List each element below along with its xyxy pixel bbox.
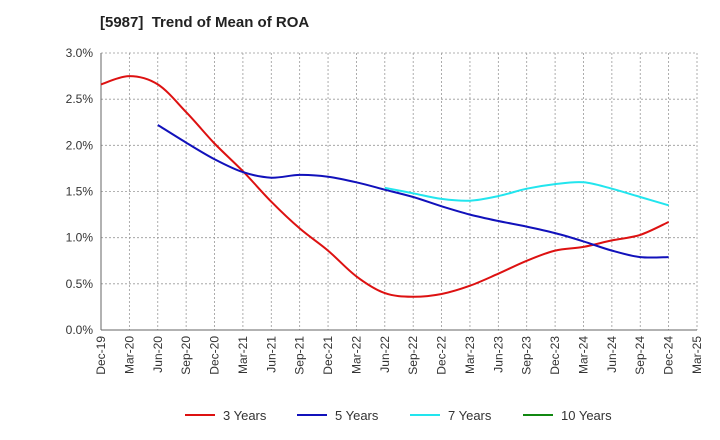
x-tick-label: Sep-22 [406, 336, 420, 375]
x-tick-label: Sep-24 [633, 336, 647, 375]
series-line-3-years [100, 75, 670, 298]
y-tick-label: 1.0% [66, 231, 94, 245]
x-tick-label: Dec-23 [548, 336, 562, 375]
y-tick-label: 0.0% [66, 323, 94, 337]
x-tick-label: Mar-22 [349, 336, 363, 374]
y-tick-label: 2.0% [66, 138, 94, 152]
series-line-7-years [384, 181, 669, 207]
x-tick-label: Jun-22 [378, 336, 392, 373]
x-tick-label: Sep-21 [293, 336, 307, 375]
chart-title: [5987] Trend of Mean of ROA [100, 14, 310, 31]
x-tick-label: Mar-20 [122, 336, 136, 374]
x-tick-label: Jun-20 [151, 336, 165, 373]
x-tick-label: Jun-24 [605, 336, 619, 373]
legend-label-7-years: 7 Years [448, 408, 492, 423]
x-tick-label: Jun-21 [264, 336, 278, 373]
x-tick-label: Dec-19 [94, 336, 108, 375]
x-tick-label: Dec-22 [435, 336, 449, 375]
series-line-5-years [157, 124, 669, 259]
y-tick-label: 2.5% [66, 92, 94, 106]
x-tick-label: Mar-21 [236, 336, 250, 374]
y-tick-label: 0.5% [66, 277, 94, 291]
x-tick-label: Mar-24 [576, 336, 590, 374]
x-tick-label: Mar-23 [463, 336, 477, 374]
x-tick-label: Dec-20 [208, 336, 222, 375]
y-tick-label: 3.0% [66, 46, 94, 60]
x-tick-label: Jun-23 [491, 336, 505, 373]
y-tick-label: 1.5% [66, 185, 94, 199]
legend-label-5-years: 5 Years [335, 408, 379, 423]
legend-label-3-years: 3 Years [223, 408, 267, 423]
x-tick-label: Mar-25 [690, 336, 704, 374]
legend-label-10-years: 10 Years [561, 408, 612, 423]
x-tick-label: Dec-21 [321, 336, 335, 375]
x-tick-label: Sep-20 [179, 336, 193, 375]
x-tick-label: Dec-24 [662, 336, 676, 375]
x-tick-label: Sep-23 [520, 336, 534, 375]
